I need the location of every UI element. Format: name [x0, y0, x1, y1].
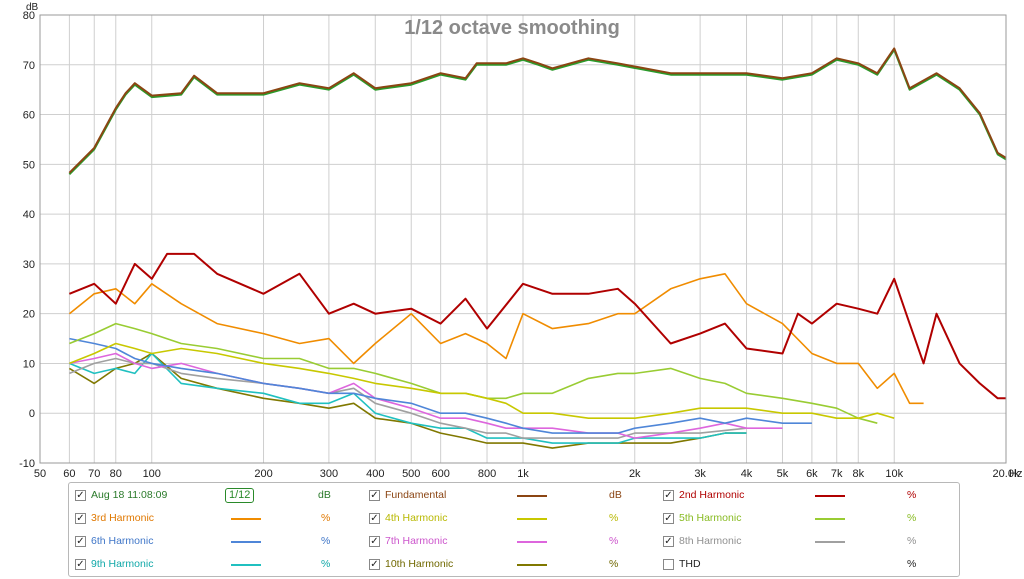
- x-tick-label: 400: [366, 468, 384, 480]
- x-tick-label: 3k: [694, 468, 706, 480]
- tick-layer: 50 60 70 80 100 200 300 400 500 600 800 1k 2k 3k 4k 5k 6…: [19, 10, 1020, 480]
- 10th-harmonic-label: 10th Harmonic: [385, 558, 454, 570]
- 5th-harmonic-swatch: [815, 518, 845, 520]
- x-tick-label: 5k: [777, 468, 789, 480]
- 10th-harmonic-swatch: [517, 564, 547, 566]
- legend-row-2: ✓ 3rd Harmonic % ✓ 4th Harmonic % ✓ 5th …: [75, 508, 955, 530]
- 2nd-harmonic-checkbox[interactable]: ✓: [663, 490, 674, 501]
- y-tick-label: 50: [23, 159, 35, 171]
- series-line-4th-harmonic: [69, 342, 895, 419]
- 10th-harmonic-unit: %: [609, 558, 619, 570]
- 9th-harmonic-unit: %: [321, 558, 331, 570]
- measurement-unit: dB: [318, 489, 331, 501]
- y-tick-label: 80: [23, 10, 35, 22]
- x-tick-label: 300: [320, 468, 338, 480]
- series-line-2nd-harmonic: [69, 252, 1006, 400]
- 6th-harmonic-unit: %: [321, 535, 331, 547]
- 3rd-harmonic-swatch: [231, 518, 261, 520]
- y-tick-label: 30: [23, 259, 35, 271]
- 2nd-harmonic-unit: %: [907, 489, 917, 501]
- 9th-harmonic-checkbox[interactable]: ✓: [75, 559, 86, 570]
- y-tick-label: 40: [23, 209, 35, 221]
- 8th-harmonic-unit: %: [907, 535, 917, 547]
- x-tick-label: 60: [63, 468, 75, 480]
- series-line-3rd-harmonic: [68, 273, 924, 405]
- 7th-harmonic-checkbox[interactable]: ✓: [369, 536, 380, 547]
- fundamental-unit: dB: [609, 489, 622, 501]
- smoothing-badge[interactable]: 1/12: [225, 488, 255, 503]
- chart-svg: 1/12 octave smoothing dB Hz 50 60 70 80 100 2…: [19, 2, 1022, 480]
- x-tick-label: 500: [402, 468, 420, 480]
- 4th-harmonic-checkbox[interactable]: ✓: [369, 513, 380, 524]
- x-tick-label: 800: [478, 468, 496, 480]
- thd-unit: %: [907, 558, 917, 570]
- x-tick-label: 2k: [629, 468, 641, 480]
- thd-label: THD: [679, 558, 701, 570]
- 5th-harmonic-checkbox[interactable]: ✓: [663, 513, 674, 524]
- measurement-checkbox[interactable]: ✓: [75, 490, 86, 501]
- fundamental-swatch: [517, 495, 547, 497]
- x-tick-label: 8k: [852, 468, 864, 480]
- x-tick-label: 600: [431, 468, 449, 480]
- series-line-6th-harmonic: [69, 337, 812, 434]
- series-line-fundamental: [68, 47, 1007, 174]
- 3rd-harmonic-unit: %: [321, 512, 331, 524]
- measurement-label: Aug 18 11:08:09: [91, 489, 168, 501]
- y-tick-label: -10: [19, 458, 35, 470]
- x-tick-label: 4k: [741, 468, 753, 480]
- legend-row-3: ✓ 6th Harmonic % ✓ 7th Harmonic % ✓ 8th …: [75, 531, 955, 553]
- x-tick-label: 70: [88, 468, 100, 480]
- 9th-harmonic-swatch: [231, 564, 261, 566]
- 7th-harmonic-label: 7th Harmonic: [385, 535, 448, 547]
- legend-row-4: ✓ 9th Harmonic % ✓ 10th Harmonic % THD %: [75, 554, 955, 576]
- 2nd-harmonic-label: 2nd Harmonic: [679, 489, 745, 501]
- 7th-harmonic-unit: %: [609, 535, 619, 547]
- 6th-harmonic-label: 6th Harmonic: [91, 535, 154, 547]
- x-tick-label: 100: [143, 468, 161, 480]
- 6th-harmonic-checkbox[interactable]: ✓: [75, 536, 86, 547]
- series-layer: [68, 47, 1007, 449]
- y-tick-label: 10: [23, 358, 35, 370]
- legend-panel: ✓ Aug 18 11:08:09 1/12 dB ✓ Fundamental …: [68, 482, 960, 577]
- plot-border: [39, 14, 1007, 464]
- x-axis-unit: Hz: [1009, 468, 1022, 480]
- 8th-harmonic-swatch: [815, 541, 845, 543]
- fundamental-checkbox[interactable]: ✓: [369, 490, 380, 501]
- x-tick-label: 80: [110, 468, 122, 480]
- 5th-harmonic-unit: %: [907, 512, 917, 524]
- 4th-harmonic-unit: %: [609, 512, 619, 524]
- 5th-harmonic-label: 5th Harmonic: [679, 512, 742, 524]
- x-tick-label: 10k: [885, 468, 903, 480]
- y-axis-label: dB: [26, 2, 39, 13]
- 9th-harmonic-label: 9th Harmonic: [91, 558, 154, 570]
- 3rd-harmonic-label: 3rd Harmonic: [91, 512, 155, 524]
- x-tick-label: 50: [34, 468, 46, 480]
- y-tick-label: 20: [23, 309, 35, 321]
- thd-checkbox[interactable]: [663, 559, 674, 570]
- 6th-harmonic-swatch: [231, 541, 261, 543]
- 4th-harmonic-swatch: [517, 518, 547, 520]
- 8th-harmonic-label: 8th Harmonic: [679, 535, 742, 547]
- fundamental-label: Fundamental: [385, 489, 447, 501]
- 8th-harmonic-checkbox[interactable]: ✓: [663, 536, 674, 547]
- 7th-harmonic-swatch: [517, 541, 547, 543]
- series-line-9th-harmonic: [69, 352, 747, 444]
- y-tick-label: 60: [23, 110, 35, 122]
- x-tick-label: 1k: [517, 468, 529, 480]
- legend-row-1: ✓ Aug 18 11:08:09 1/12 dB ✓ Fundamental …: [75, 485, 955, 507]
- y-tick-label: 70: [23, 60, 35, 72]
- x-tick-label: 6k: [806, 468, 818, 480]
- 3rd-harmonic-checkbox[interactable]: ✓: [75, 513, 86, 524]
- 10th-harmonic-checkbox[interactable]: ✓: [369, 559, 380, 570]
- series-line-7th-harmonic: [69, 352, 783, 439]
- 4th-harmonic-label: 4th Harmonic: [385, 512, 448, 524]
- chart-title: 1/12 octave smoothing: [404, 17, 620, 39]
- 2nd-harmonic-swatch: [815, 495, 845, 497]
- y-tick-label: 0: [29, 408, 35, 420]
- x-tick-label: 200: [254, 468, 272, 480]
- x-tick-label: 7k: [831, 468, 843, 480]
- x-tick-label: 20.0k: [993, 468, 1020, 480]
